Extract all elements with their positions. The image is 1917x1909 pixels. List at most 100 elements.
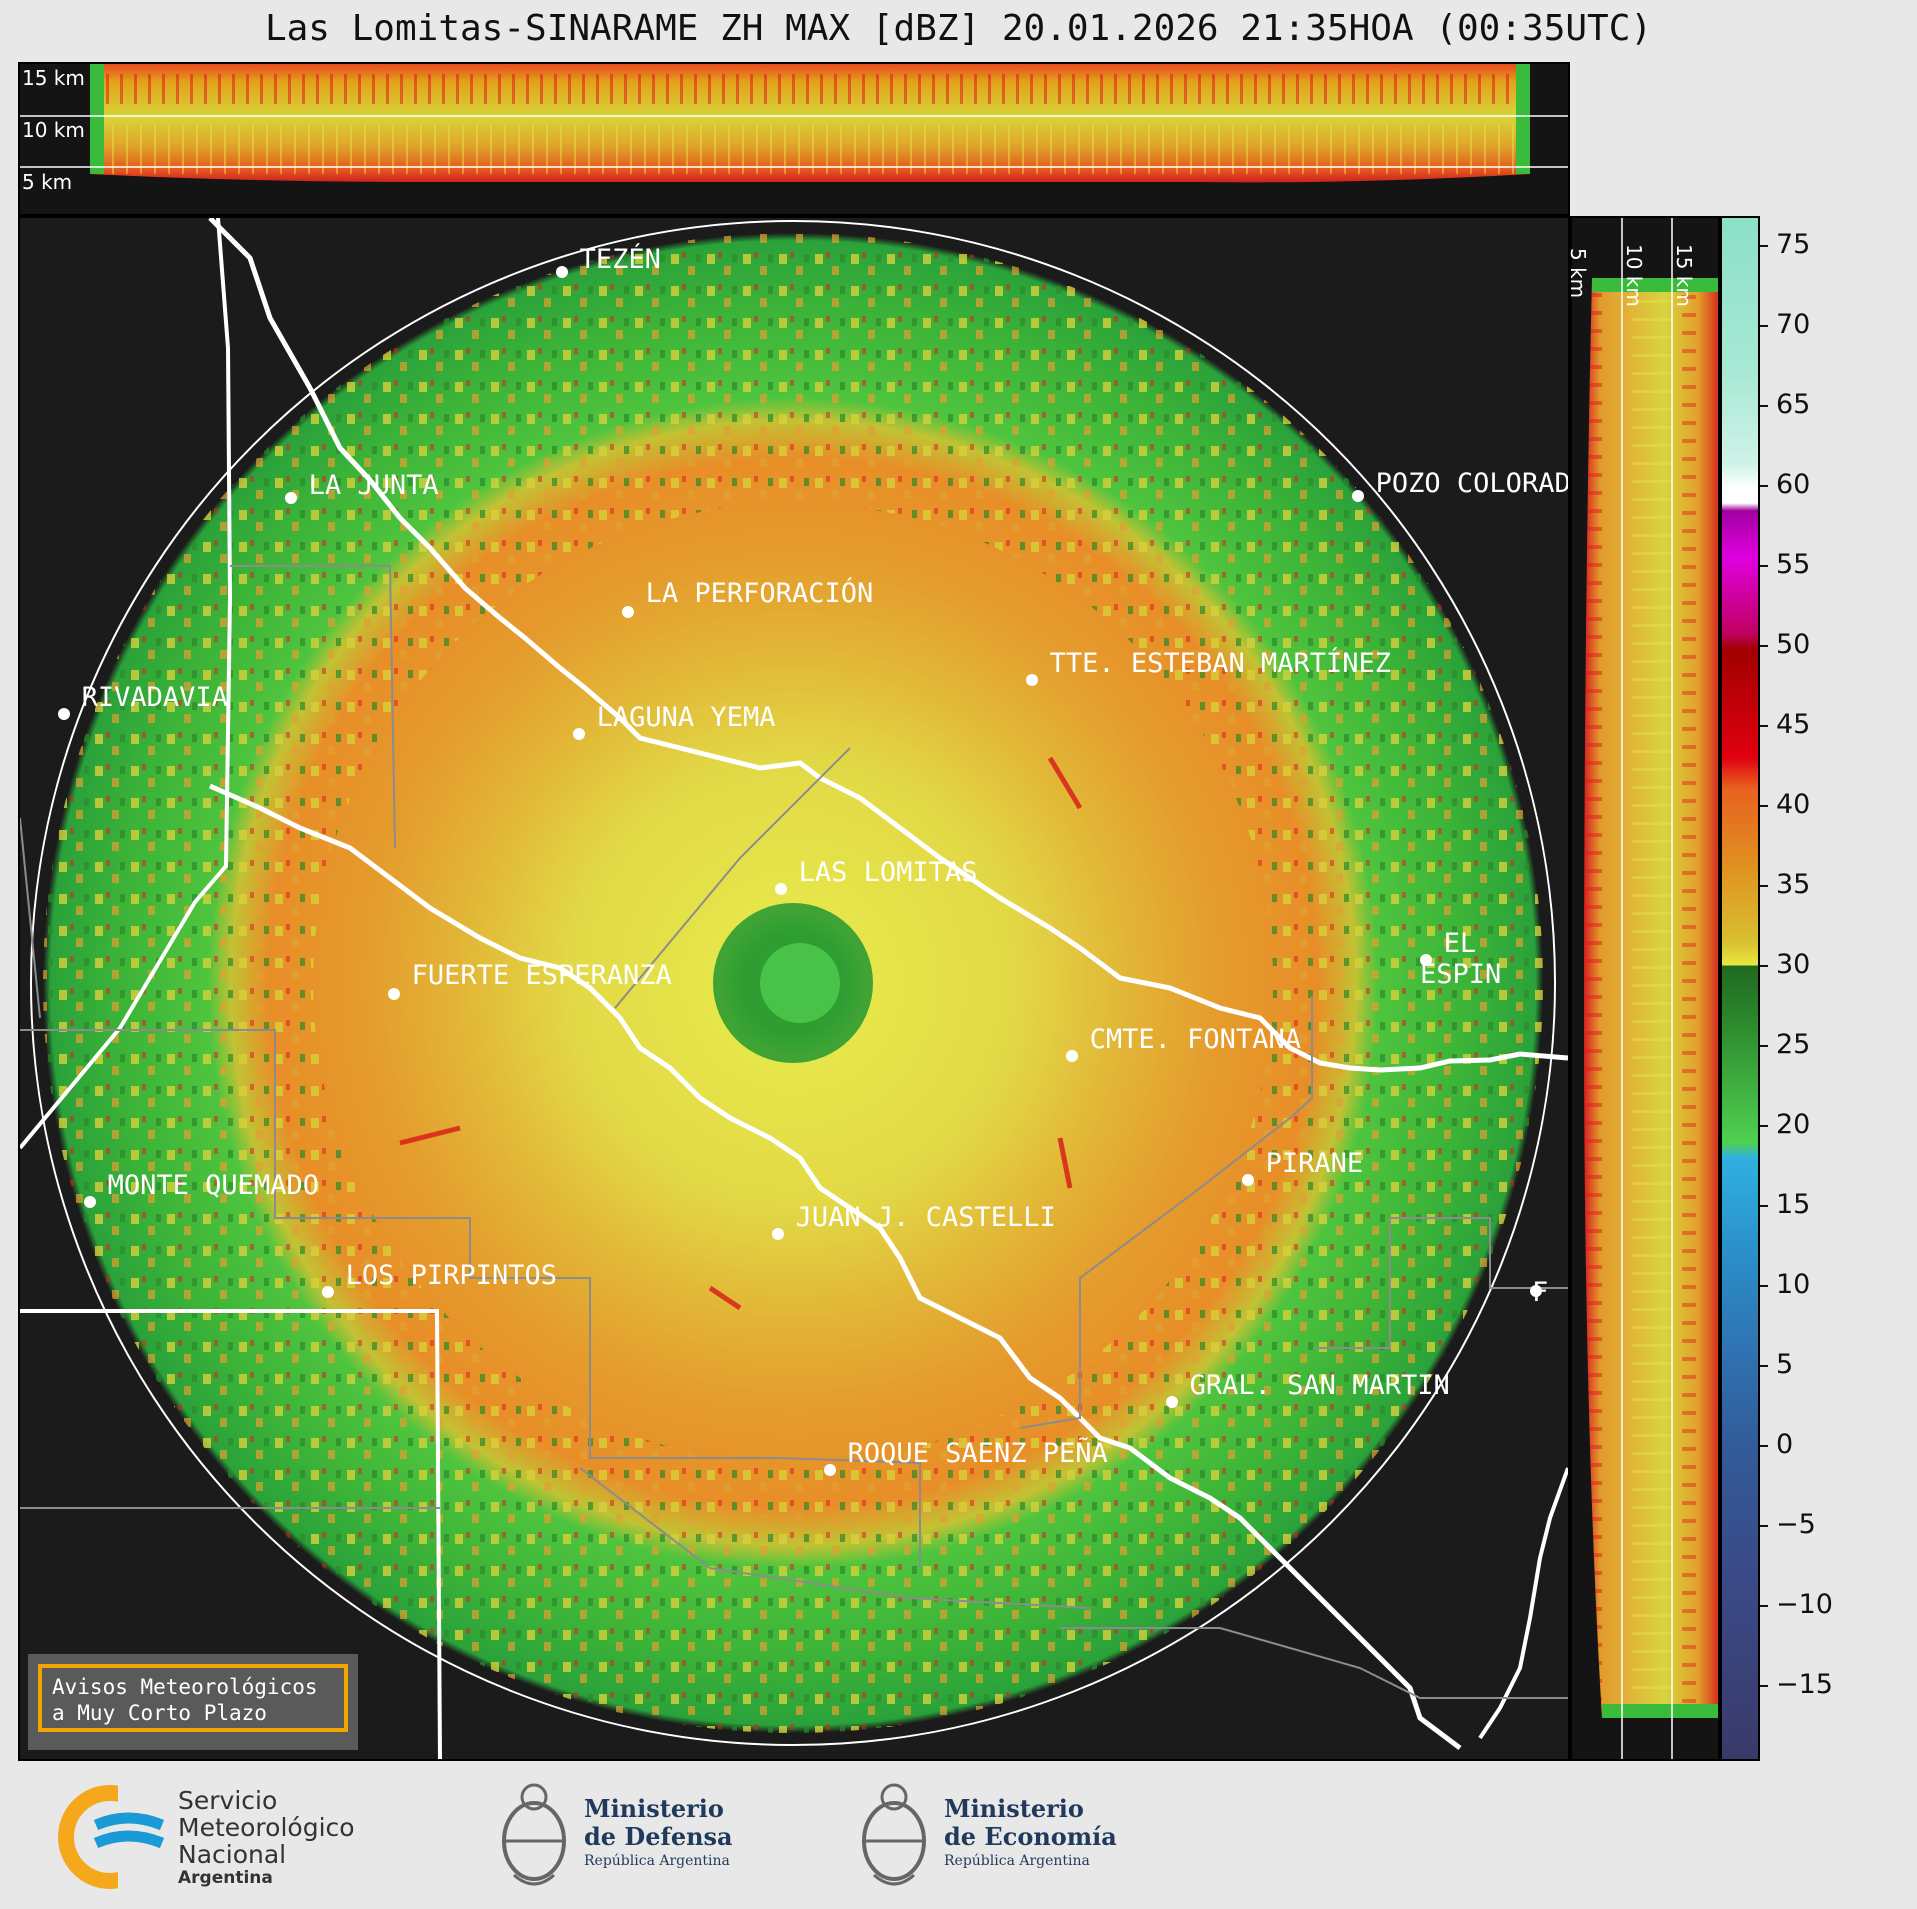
place-roque-saenz-pena: ROQUE SAENZ PEÑA [824, 1438, 1108, 1485]
place-el-espin: EL ESPIN [1420, 928, 1568, 1006]
cbar-tick: 70 [1760, 309, 1810, 340]
place-label: LA JUNTA [308, 470, 439, 501]
place-los-pirpintos: LOS PIRPINTOS [322, 1260, 557, 1307]
cbar-tick: −10 [1760, 1589, 1833, 1620]
cbar-tick: 65 [1760, 389, 1810, 420]
place-pirane: PIRANE [1242, 1148, 1363, 1195]
place-cmte-fontana: CMTE. FONTANA [1066, 1024, 1301, 1071]
place-label: PIRANE [1265, 1148, 1364, 1179]
cbar-tick: 30 [1760, 949, 1810, 980]
defensa-line1: Ministerio [584, 1794, 724, 1823]
place-label: LAGUNA YEMA [596, 702, 776, 733]
place-dot [1530, 1284, 1542, 1297]
place-dot [622, 605, 634, 618]
place-rivadavia: RIVADAVIA [58, 682, 228, 729]
place-dot [388, 987, 400, 1000]
place-monte-quemado: MONTE QUEMADO [84, 1170, 319, 1217]
place-fuerte-esperanza: FUERTE ESPERANZA [388, 960, 672, 1009]
cbar-tick: 10 [1760, 1269, 1810, 1300]
place-la-junta: LA JUNTA [285, 470, 439, 513]
colorbar-ticks: 75 70 65 60 55 50 45 40 35 30 25 20 15 1… [1760, 216, 1880, 1761]
top-height-10: 10 km [22, 118, 85, 142]
place-dot [1066, 1049, 1078, 1062]
place-tezen: TEZÉN [556, 244, 661, 287]
smn-line1: Servicio [178, 1786, 278, 1815]
right-height-5: 5 km [1566, 248, 1590, 299]
dbz-colorbar [1720, 216, 1760, 1761]
place-dot [1352, 489, 1364, 502]
footer-logos: Servicio Meteorológico Nacional Argentin… [0, 1765, 1917, 1909]
right-cross-section: 5 km 10 km 15 km [1566, 216, 1720, 1761]
top-height-5: 5 km [22, 170, 73, 194]
place-label: RIVADAVIA [81, 682, 228, 713]
right-height-15: 15 km [1672, 244, 1696, 307]
place-dot [84, 1195, 96, 1208]
place-dot [772, 1227, 784, 1240]
notice-line1: Avisos Meteorológicos [52, 1675, 318, 1699]
cbar-tick: 75 [1760, 229, 1810, 260]
top-cross-section: 15 km 10 km 5 km [18, 62, 1570, 216]
place-label: POZO COLORAD [1375, 468, 1570, 499]
cbar-tick: −5 [1760, 1509, 1816, 1540]
place-dot [573, 727, 585, 740]
smn-logo: Servicio Meteorológico Nacional Argentin… [58, 1785, 398, 1895]
smn-line2: Meteorológico [178, 1813, 355, 1842]
place-label: EL ESPIN [1420, 928, 1502, 990]
cbar-tick: 50 [1760, 629, 1810, 660]
cbar-tick: 15 [1760, 1189, 1810, 1220]
defensa-line3: República Argentina [584, 1853, 730, 1869]
place-label: F [1532, 1277, 1549, 1308]
cbar-tick: 55 [1760, 549, 1810, 580]
place-pozo-colorado: POZO COLORAD [1352, 468, 1568, 511]
cbar-tick: 45 [1760, 709, 1810, 740]
place-label: TTE. ESTEBAN MARTÍNEZ [1049, 648, 1392, 679]
place-dot [58, 707, 70, 720]
place-la-perforacion: LA PERFORACIÓN [622, 578, 873, 627]
ministerio-economia-logo: Ministerio de Economía República Argenti… [854, 1775, 1154, 1899]
smn-emblem-icon [58, 1785, 168, 1889]
cbar-tick: 20 [1760, 1109, 1810, 1140]
place-dot [1026, 673, 1038, 686]
place-label: TEZÉN [579, 244, 661, 275]
cbar-tick: 40 [1760, 789, 1810, 820]
place-label: CMTE. FONTANA [1089, 1024, 1301, 1055]
place-tte-esteban-martinez: TTE. ESTEBAN MARTÍNEZ [1026, 648, 1391, 695]
coat-of-arms-icon [862, 1783, 926, 1886]
place-dot [285, 491, 297, 504]
place-label: MONTE QUEMADO [107, 1170, 319, 1201]
place-label: FUERTE ESPERANZA [411, 960, 672, 991]
top-height-15: 15 km [22, 66, 85, 90]
place-dot [1242, 1173, 1254, 1186]
place-las-lomitas: LAS LOMITAS [775, 857, 977, 904]
cbar-tick: 60 [1760, 469, 1810, 500]
coat-of-arms-icon [502, 1783, 566, 1886]
place-label: ROQUE SAENZ PEÑA [847, 1438, 1108, 1469]
defensa-line2: de Defensa [584, 1822, 733, 1851]
place-dot [556, 265, 568, 278]
place-label: GRAL. SAN MARTIN [1189, 1370, 1450, 1401]
economia-line1: Ministerio [944, 1794, 1084, 1823]
cbar-tick: 5 [1760, 1349, 1793, 1380]
place-label: JUAN J. CASTELLI [795, 1202, 1056, 1233]
notice-line2: a Muy Corto Plazo [52, 1701, 267, 1725]
cbar-tick: 25 [1760, 1029, 1810, 1060]
place-gral-san-martin: GRAL. SAN MARTIN [1166, 1370, 1450, 1417]
place-label: LAS LOMITAS [798, 857, 978, 888]
cbar-tick: 35 [1760, 869, 1810, 900]
place-laguna-yema: LAGUNA YEMA [573, 702, 775, 749]
place-label: LA PERFORACIÓN [645, 578, 874, 609]
ministerio-defensa-logo: Ministerio de Defensa República Argentin… [494, 1775, 774, 1899]
place-dot [322, 1285, 334, 1298]
place-dot [1166, 1395, 1178, 1408]
place-juan-j-castelli: JUAN J. CASTELLI [772, 1202, 1056, 1249]
economia-line3: República Argentina [944, 1853, 1090, 1869]
place-formosa-partial: F [1530, 1277, 1568, 1330]
cbar-tick: −15 [1760, 1669, 1833, 1700]
place-label: LOS PIRPINTOS [345, 1260, 557, 1291]
place-dot [1420, 953, 1432, 966]
notice-box[interactable]: Avisos Meteorológicos a Muy Corto Plazo [28, 1654, 358, 1750]
smn-line3: Nacional [178, 1840, 287, 1869]
place-dot [824, 1463, 836, 1476]
right-height-10: 10 km [1622, 244, 1646, 307]
smn-line4: Argentina [178, 1868, 273, 1888]
